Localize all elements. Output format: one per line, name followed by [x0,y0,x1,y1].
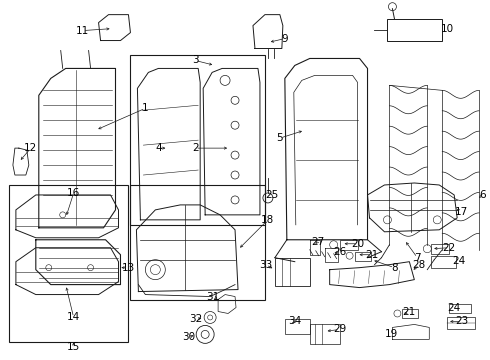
Text: 18: 18 [261,215,274,225]
Text: 32: 32 [190,314,203,324]
Bar [431,244,449,254]
Text: 24: 24 [453,256,466,266]
Text: 2: 2 [192,143,198,153]
Text: 8: 8 [391,263,398,273]
Bar [310,324,340,345]
Text: 4: 4 [155,143,162,153]
Text: 28: 28 [413,260,426,270]
Text: 11: 11 [76,26,89,36]
Text: 14: 14 [67,312,80,323]
Bar [447,318,475,329]
Text: 27: 27 [311,237,324,247]
Text: 3: 3 [192,55,198,66]
Text: 13: 13 [122,263,135,273]
Text: 9: 9 [282,33,288,44]
Text: 16: 16 [67,188,80,198]
Text: 17: 17 [455,207,468,217]
Text: 26: 26 [333,247,346,257]
Text: 24: 24 [447,302,461,312]
Text: 6: 6 [479,190,486,200]
Bar [431,256,456,268]
Bar [285,319,310,334]
Text: 29: 29 [333,324,346,334]
Text: 33: 33 [259,260,272,270]
Text: 19: 19 [385,329,398,339]
Text: 34: 34 [288,316,301,327]
Text: 31: 31 [206,292,220,302]
Text: 20: 20 [351,239,364,249]
Text: 23: 23 [456,316,469,327]
Bar [130,55,265,225]
Bar [9,185,128,342]
Text: 5: 5 [276,133,283,143]
Text: 15: 15 [67,342,80,352]
Bar [388,19,442,41]
Text: 12: 12 [24,143,37,153]
Bar [449,303,471,314]
Text: 7: 7 [414,253,420,263]
Text: 22: 22 [442,243,456,253]
Bar [275,258,310,285]
Text: 1: 1 [142,103,148,113]
Text: 21: 21 [365,250,378,260]
Bar [355,252,370,261]
Text: 10: 10 [441,24,454,33]
Text: 21: 21 [403,307,416,318]
Bar [130,185,265,300]
Text: 25: 25 [265,190,278,200]
Bar [402,310,418,319]
Text: 30: 30 [182,332,195,342]
Bar [340,240,358,250]
